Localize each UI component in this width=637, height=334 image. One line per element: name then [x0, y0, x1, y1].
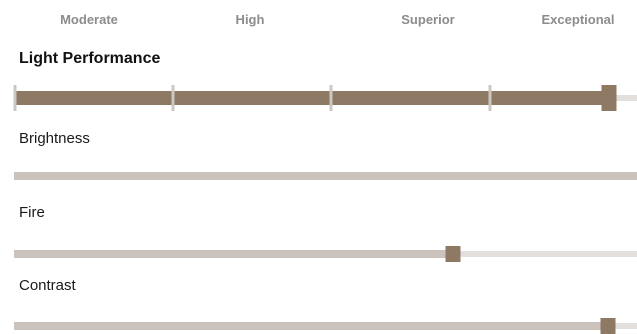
contrast-fill — [14, 322, 608, 330]
light-performance-handle[interactable] — [601, 85, 617, 111]
light-performance-fill — [14, 91, 609, 105]
contrast-bar — [14, 318, 637, 334]
scale-label-high: High — [235, 12, 265, 27]
scale-tick — [488, 85, 492, 111]
scale-label-exceptional: Exceptional — [541, 12, 615, 27]
brightness-bar — [14, 168, 637, 184]
fire-label: Fire — [19, 204, 45, 221]
scale-label-moderate: Moderate — [60, 12, 118, 27]
fire-bar — [14, 246, 637, 262]
scale-tick — [13, 85, 17, 111]
scale-tick — [171, 85, 175, 111]
scale-tick — [329, 85, 333, 111]
light-performance-title: Light Performance — [19, 50, 161, 67]
fire-fill — [14, 250, 453, 258]
scale-label-superior: Superior — [401, 12, 455, 27]
brightness-fill — [14, 172, 637, 180]
contrast-label: Contrast — [19, 277, 76, 294]
fire-handle[interactable] — [445, 246, 461, 262]
brightness-label: Brightness — [19, 130, 90, 147]
rating-scale: Moderate High Superior Exceptional — [0, 12, 637, 30]
light-performance-bar — [13, 85, 637, 111]
contrast-handle[interactable] — [600, 318, 616, 334]
